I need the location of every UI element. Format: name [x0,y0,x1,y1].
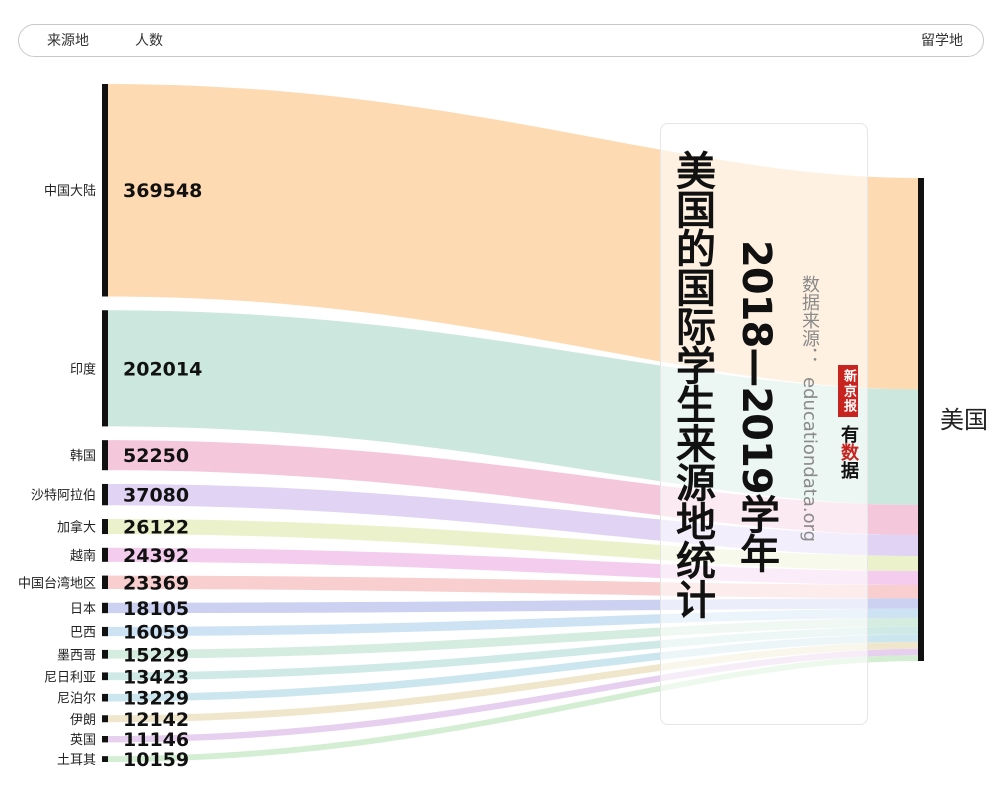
source-value-label: 24392 [123,545,189,567]
source-name-label: 巴西 [70,626,96,641]
source-value-label: 37080 [123,485,189,507]
source-node-bar [102,756,108,762]
source-value-label: 369548 [123,180,202,202]
source-node-bar [102,649,108,659]
sankey-nodes [102,84,924,762]
source-node-bar [102,693,108,702]
logo-seal: 新京报 [838,365,858,417]
source-node-bar [102,440,108,471]
source-value-label: 13229 [123,688,189,710]
header-target-column: 留学地 [921,33,963,49]
source-name-label: 加拿大 [57,520,96,536]
chart-title: 美国的国际学生来源地统计 [669,150,715,618]
source-name-label: 英国 [70,733,96,748]
source-value-label: 13423 [123,666,189,688]
source-node-bar [102,310,108,427]
source-value-label: 26122 [123,517,189,539]
source-name-label: 越南 [70,548,96,564]
source-value-label: 52250 [123,445,189,467]
target-label: 美国 [940,406,988,434]
source-value-label: 16059 [123,622,189,644]
source-name-label: 中国大陆 [44,183,96,199]
source-node-bar [102,626,108,637]
source-value-label: 11146 [123,729,189,751]
header-count-column: 人数 [135,33,163,49]
source-node-bar [102,519,108,535]
source-name-label: 尼泊尔 [57,692,96,707]
source-name-label: 日本 [70,602,96,617]
source-name-label: 墨西哥 [57,648,96,663]
source-node-bar [102,735,108,743]
source-name-label: 尼日利亚 [44,670,96,685]
source-value-label: 202014 [123,358,202,380]
source-node-bar [102,84,108,297]
brand-logo: 新京报 有数据 [838,365,859,501]
header-bar: 来源地 人数 留学地 [18,24,984,57]
source-name-label: 土耳其 [57,753,96,768]
source-node-bar [102,672,108,681]
title-card [660,123,868,725]
source-value-label: 18105 [123,598,189,620]
source-name-label: 沙特阿拉伯 [31,489,96,504]
source-node-bar [102,715,108,723]
source-name-label: 中国台湾地区 [18,575,96,591]
header-source-column: 来源地 [47,33,89,49]
source-node-bar [102,575,108,590]
source-node-bar [102,602,108,614]
source-value-label: 15229 [123,644,189,666]
source-node-bar [102,483,108,506]
target-node-bar [918,178,924,661]
source-name-label: 伊朗 [70,713,96,728]
chart-subtitle: 2018—2019学年 [733,240,779,572]
source-url: educationdata.org [799,377,820,543]
source-name-label: 韩国 [70,449,96,464]
sankey-labels: 中国大陆 369548 印度 202014 韩国 52250 沙特阿拉伯 37080 加拿大 26… [18,180,202,771]
logo-text: 有数据 [838,425,859,479]
source-value-label: 12142 [123,709,189,731]
source-label: 数据来源： [799,275,820,365]
source-value-label: 10159 [123,749,189,771]
source-value-label: 23369 [123,572,189,594]
source-node-bar [102,547,108,562]
source-name-label: 印度 [70,361,96,377]
